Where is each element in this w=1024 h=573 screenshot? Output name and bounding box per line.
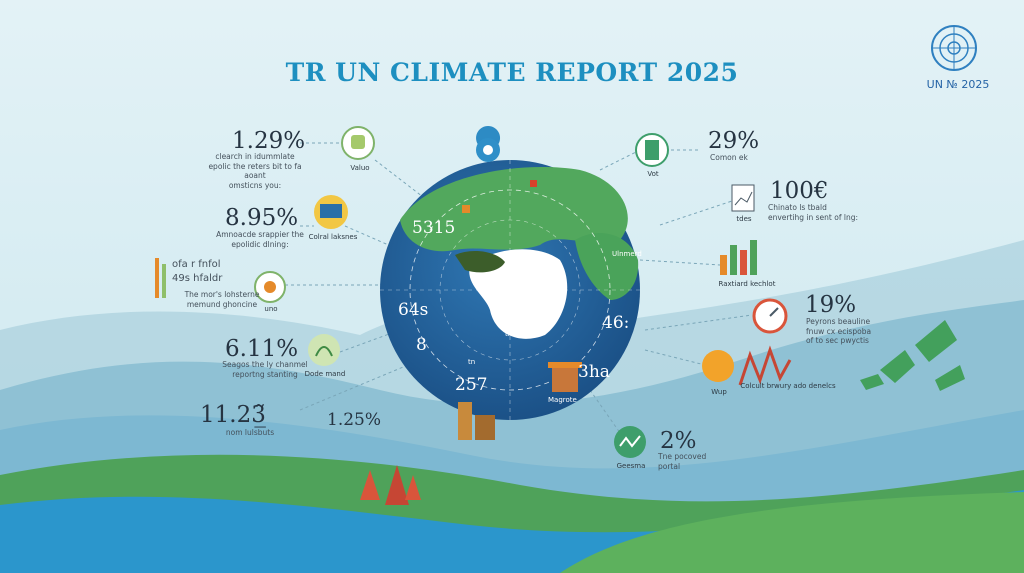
globe-label-1: 5315: [412, 218, 456, 238]
globe-label-3: 8: [416, 335, 427, 355]
stat-note-r6: Tne pocoved portal: [658, 452, 706, 471]
stat-note-3: The mor's lohsterne memund ghoncine: [172, 290, 272, 309]
icon-label-r6: Geesma: [616, 462, 646, 470]
stat-value-2: 8.95%: [225, 205, 299, 231]
gear-sprout-icon: [254, 271, 286, 303]
globe-small-label-3: Magrote: [548, 396, 577, 404]
sun-icon: [702, 350, 734, 382]
stat-value-5: 11.23̲̃: [200, 402, 266, 428]
stat-value-4: 6.11%: [225, 336, 299, 362]
stat-note-line: envertihg in sent of lng:: [768, 212, 858, 222]
stat-note-line: clearch in idummlate: [215, 152, 295, 161]
stat-note-2: Amnoacde srappier the epolidic dlning:: [215, 230, 305, 249]
stat-note-line: Amnoacde srappier the: [216, 230, 304, 239]
icon-label-1: Valuo: [350, 164, 370, 172]
stat-value-r4: 19%: [805, 292, 857, 318]
stat-note-line: Peyrons beauline: [806, 317, 871, 326]
globe-small-label-1: tn: [468, 358, 476, 366]
leaf-cluster-right: [860, 320, 965, 391]
stat-note-line: memund ghoncine: [186, 299, 258, 309]
icon-label-r5: Colcult brwury ado denelcs: [740, 382, 836, 390]
globe-landmass-region: [455, 250, 505, 273]
stat-note-line: omsticns you:: [228, 180, 282, 190]
globe: [380, 126, 640, 420]
stat-note-r2: Chinato ls tbald envertihg in sent of ln…: [768, 203, 858, 222]
stat-note-line: Seagos the ly chanmel: [222, 360, 308, 369]
stat-note-line: Chinato ls tbald: [768, 203, 827, 212]
plant-circle-icon: [308, 334, 340, 366]
icon-label-r5b: Wup: [711, 388, 727, 396]
coastal-building-icon: [314, 195, 348, 229]
globe-label-4: 257: [455, 375, 488, 395]
globe-landmass-africa: [469, 249, 568, 339]
mini-chart-text: ofa r fnfol 49s hfaldr: [172, 258, 222, 286]
icon-label-r2: tdes: [736, 215, 752, 223]
wave-chart-icon: [614, 426, 646, 458]
bulb-icon: [341, 126, 375, 160]
stat-note-line: Comon ek: [710, 153, 748, 162]
ruler-icon: [635, 133, 669, 167]
connector-lines: [285, 142, 753, 441]
document-chart-icon: [731, 184, 755, 212]
globe-label-6: 3ha: [578, 362, 610, 382]
un-badge-label: UN № 2025: [926, 78, 990, 91]
stat-note-5: nom lulsbuts: [210, 428, 290, 438]
globe-landmass-north: [400, 167, 628, 252]
stat-note-r1: Comon ek: [710, 153, 748, 163]
stat-note-line: Tne pocoved: [658, 452, 707, 461]
location-pin-icon: [476, 126, 501, 175]
stat-note-line: fnuw cx ecispoba: [806, 326, 872, 336]
stat-note-line: portal: [658, 461, 681, 471]
stat-value-1: 1.29%: [232, 128, 306, 154]
stat-note-r4: Peyrons beauline fnuw cx ecispoba of to …: [806, 317, 871, 346]
tree-cluster-icon: [360, 465, 421, 505]
bar-chart-icon: [720, 240, 757, 275]
gauge-icon: [752, 298, 788, 334]
stat-note-line: The mor's lohsterne: [184, 290, 260, 299]
icon-label-3: uno: [264, 305, 278, 313]
stat-note-line: reportng stanting: [232, 369, 298, 379]
trend-line-icon: [738, 345, 792, 386]
green-foreground: [560, 492, 1024, 573]
icon-label-4: Dode mand: [304, 370, 346, 378]
stat-note-1: clearch in idummlate epolic the reters b…: [200, 152, 310, 190]
mini-bar-chart-icon: [155, 258, 166, 298]
stat-value-r2: 100€: [770, 178, 829, 204]
stat-value-r1: 29%: [708, 128, 760, 154]
globe-label-5: 46:: [602, 313, 630, 333]
market-building-icon: [548, 362, 582, 392]
stat-note-line: epolic the reters bit to fa aoant: [208, 161, 302, 181]
stat-value-6: 1.25%: [327, 410, 382, 430]
mini-chart-line: 49s hfaldr: [172, 273, 223, 284]
stat-note-line: nom lulsbuts: [225, 428, 275, 437]
globe-small-label-2: Ulnmerd: [612, 250, 642, 258]
stat-note-line: epolidic dlning:: [231, 239, 289, 249]
globe-label-2: 64s: [398, 300, 429, 320]
icon-label-r3: Raxtiard kechlot: [718, 280, 776, 288]
page-title: TR UN CLIMATE REPORT 2025: [285, 58, 739, 87]
stat-value-r6: 2%: [660, 428, 697, 454]
stat-note-4: Seagos the ly chanmel reportng stanting: [215, 360, 315, 379]
city-skyline-icon: [458, 402, 495, 440]
un-emblem-icon: [931, 25, 977, 71]
stat-note-line: of to sec pwyctis: [806, 336, 869, 345]
globe-small-label-4: tho: [505, 330, 517, 338]
icon-label-r1: Vot: [647, 170, 659, 178]
mini-chart-line: ofa r fnfol: [172, 259, 221, 270]
globe-landmass-east: [575, 232, 639, 300]
icon-label-2: Colral laksnes: [308, 233, 358, 241]
